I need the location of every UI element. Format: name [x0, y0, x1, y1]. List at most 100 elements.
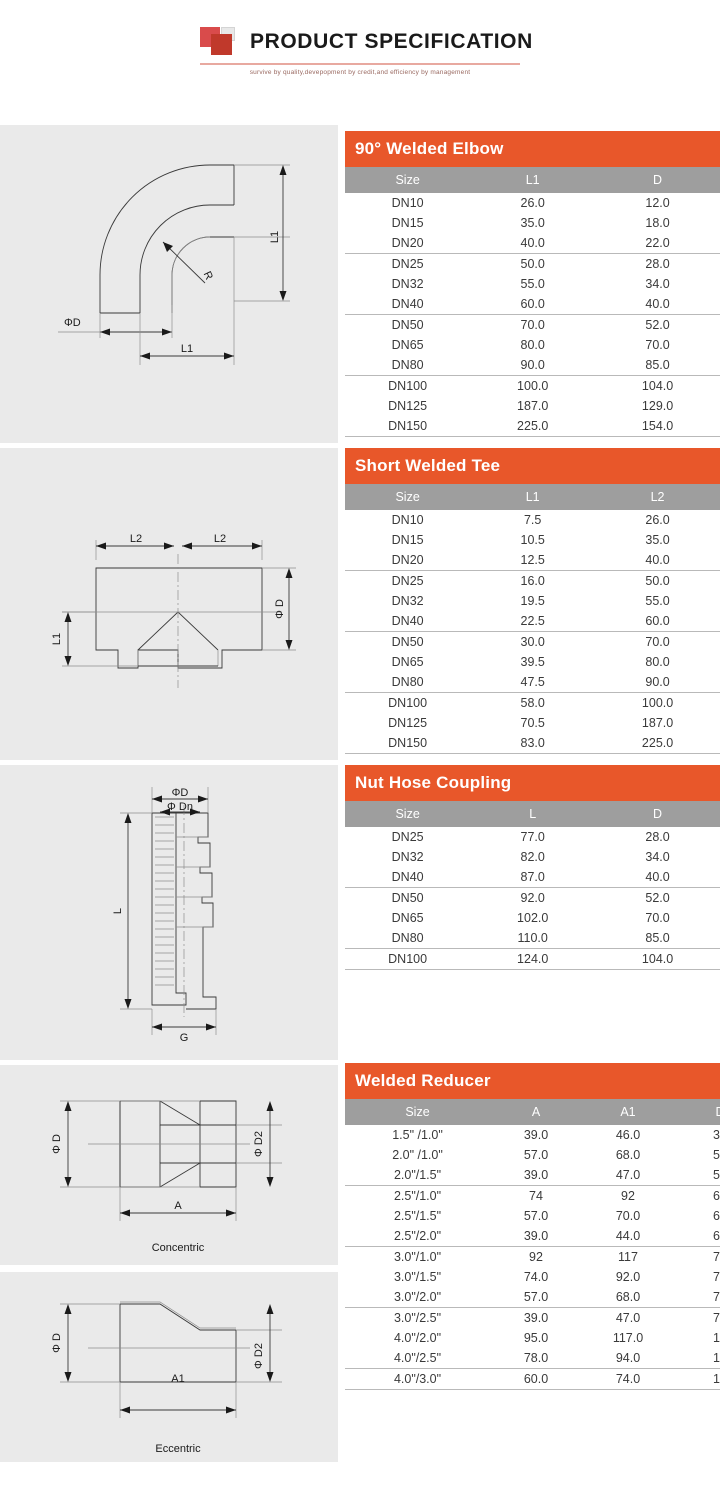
cell-size: DN50 [345, 887, 471, 908]
cell-value: 63 [674, 1206, 720, 1226]
short-welded-tee-drawing: L2 L2 Φ D L1 [51, 533, 296, 688]
table-row: DN40 60.0 40.0 [345, 294, 720, 315]
table-row: DN15 10.5 35.0 [345, 530, 720, 550]
concentric-caption: Concentric [152, 1242, 205, 1254]
table-row: DN32 82.0 34.0 [345, 847, 720, 867]
cell-value: 70.5 [470, 713, 596, 733]
cell-size: DN40 [345, 611, 471, 632]
page-header: PRODUCT SPECIFICATION survive by quality… [0, 0, 720, 100]
cell-value: 57.0 [490, 1145, 582, 1165]
table-row: DN32 55.0 34.0 [345, 274, 720, 294]
cell-value: 55.0 [595, 591, 720, 611]
cell-value: 22.0 [595, 233, 720, 254]
cell-value: 50 [674, 1165, 720, 1186]
cell-value: 225.0 [470, 416, 596, 437]
cell-value: 104.0 [595, 948, 720, 970]
cell-value: 187.0 [595, 713, 720, 733]
cell-value: 74.0 [582, 1368, 674, 1390]
cell-size: DN32 [345, 847, 471, 867]
cell-value: 60.0 [470, 294, 596, 315]
table-row: DN20 40.0 22.0 [345, 233, 720, 254]
cell-value: 34.0 [595, 274, 720, 294]
tee-drawing-panel: L2 L2 Φ D L1 [0, 448, 338, 760]
cell-value: 10 [674, 1348, 720, 1369]
cell-value: 70.0 [595, 908, 720, 928]
cell-value: 60.0 [595, 611, 720, 632]
cell-value: 50.0 [595, 570, 720, 591]
cell-value: 12.5 [470, 550, 596, 571]
table-row: DN50 92.0 52.0 [345, 887, 720, 908]
table-row: DN25 77.0 28.0 [345, 827, 720, 847]
cell-size: DN150 [345, 416, 471, 437]
coupling-label-length: L [112, 908, 124, 914]
cell-size: 3.0"/2.0" [345, 1287, 490, 1308]
90-degree-welded-elbow-drawing: L1 R ΦD L1 [58, 164, 290, 365]
spec-table-short-welded-tee: Size L1 L2 DN10 7.5 26.0 DN15 10.5 35.0 DN20 12.5 4… [345, 484, 720, 754]
cell-value: 76 [674, 1246, 720, 1267]
cell-value: 55.0 [470, 274, 596, 294]
table-row: DN100 124.0 104.0 [345, 948, 720, 970]
eccentric-reducer-panel: Φ D Φ D2 A1 Eccentric [0, 1272, 338, 1462]
cell-value: 76 [674, 1307, 720, 1328]
cell-value: 30.0 [470, 631, 596, 652]
cell-value: 74 [490, 1185, 582, 1206]
cell-value: 187.0 [470, 396, 596, 416]
cell-value: 19.5 [470, 591, 596, 611]
cell-value: 40.0 [595, 867, 720, 888]
cell-value: 10 [674, 1368, 720, 1390]
table-row: DN150 225.0 154.0 [345, 416, 720, 437]
tee-label-diameter: Φ D [274, 599, 286, 619]
table-short-welded-tee: Short Welded Tee Size L1 L2 DN10 7.5 26.0 DN15 1… [345, 448, 720, 754]
eccentric-reducer-drawing: Φ D Φ D2 A1 Eccentric [51, 1301, 282, 1455]
cell-value: 70.0 [470, 314, 596, 335]
cell-value: 16.0 [470, 570, 596, 591]
table-welded-elbow: 90° Welded Elbow Size L1 D DN10 26.0 12.0 DN15 3… [345, 131, 720, 437]
cell-value: 28.0 [595, 827, 720, 847]
table-row: 2.0"/1.5"39.047.050 [345, 1165, 720, 1186]
cell-value: 117 [582, 1246, 674, 1267]
cell-size: 4.0"/2.0" [345, 1328, 490, 1348]
table-row: DN65 39.5 80.0 [345, 652, 720, 672]
cell-value: 40.0 [595, 550, 720, 571]
cell-value: 18.0 [595, 213, 720, 233]
cell-value: 35.0 [595, 530, 720, 550]
spec-table-welded-reducer: SizeAA1D1.5" /1.0"39.046.0382.0" /1.0"57… [345, 1099, 720, 1390]
header-rule [200, 62, 520, 65]
cell-size: 4.0"/2.5" [345, 1348, 490, 1369]
cell-value: 10 [674, 1328, 720, 1348]
cell-value: 77.0 [470, 827, 596, 847]
spec-table-nut-hose-coupling: Size L D DN25 77.0 28.0 DN32 82.0 34.0 DN40 87.0 40… [345, 801, 720, 970]
tee-label-l2-left: L2 [130, 533, 142, 545]
cell-value: 80.0 [470, 335, 596, 355]
table-row: DN100 58.0 100.0 [345, 692, 720, 713]
table-row: DN50 70.0 52.0 [345, 314, 720, 335]
cell-size: DN40 [345, 294, 471, 315]
elbow-label-diameter: ΦD [64, 317, 81, 329]
cell-size: DN50 [345, 314, 471, 335]
cell-value: 39.0 [490, 1165, 582, 1186]
cell-value: 82.0 [470, 847, 596, 867]
column-header-l2: L2 [595, 484, 720, 510]
table-row: 2.5"/1.0"749263 [345, 1185, 720, 1206]
table-row: DN20 12.5 40.0 [345, 550, 720, 571]
cell-value: 63 [674, 1226, 720, 1247]
elbow-drawing-panel: L1 R ΦD L1 [0, 125, 338, 443]
table-row: DN65 102.0 70.0 [345, 908, 720, 928]
table-row: DN40 22.5 60.0 [345, 611, 720, 632]
cell-value: 78.0 [490, 1348, 582, 1369]
spec-table-welded-elbow: Size L1 D DN10 26.0 12.0 DN15 35.0 18.0 DN20 40.0 2… [345, 167, 720, 437]
cell-value: 110.0 [470, 928, 596, 949]
table-row: DN80 47.5 90.0 [345, 672, 720, 693]
coupling-label-outer-diameter: ΦD [172, 787, 189, 799]
cell-value: 100.0 [595, 692, 720, 713]
cell-size: DN125 [345, 713, 471, 733]
cell-size: DN100 [345, 375, 471, 396]
table-nut-hose-coupling: Nut Hose Coupling Size L D DN25 77.0 28.0 DN32 8… [345, 765, 720, 970]
table-row: DN15 35.0 18.0 [345, 213, 720, 233]
column-header-d: D [674, 1099, 720, 1125]
table-header-row: SizeAA1D [345, 1099, 720, 1125]
cell-value: 68.0 [582, 1145, 674, 1165]
cell-value: 47.0 [582, 1307, 674, 1328]
table-row: DN25 16.0 50.0 [345, 570, 720, 591]
